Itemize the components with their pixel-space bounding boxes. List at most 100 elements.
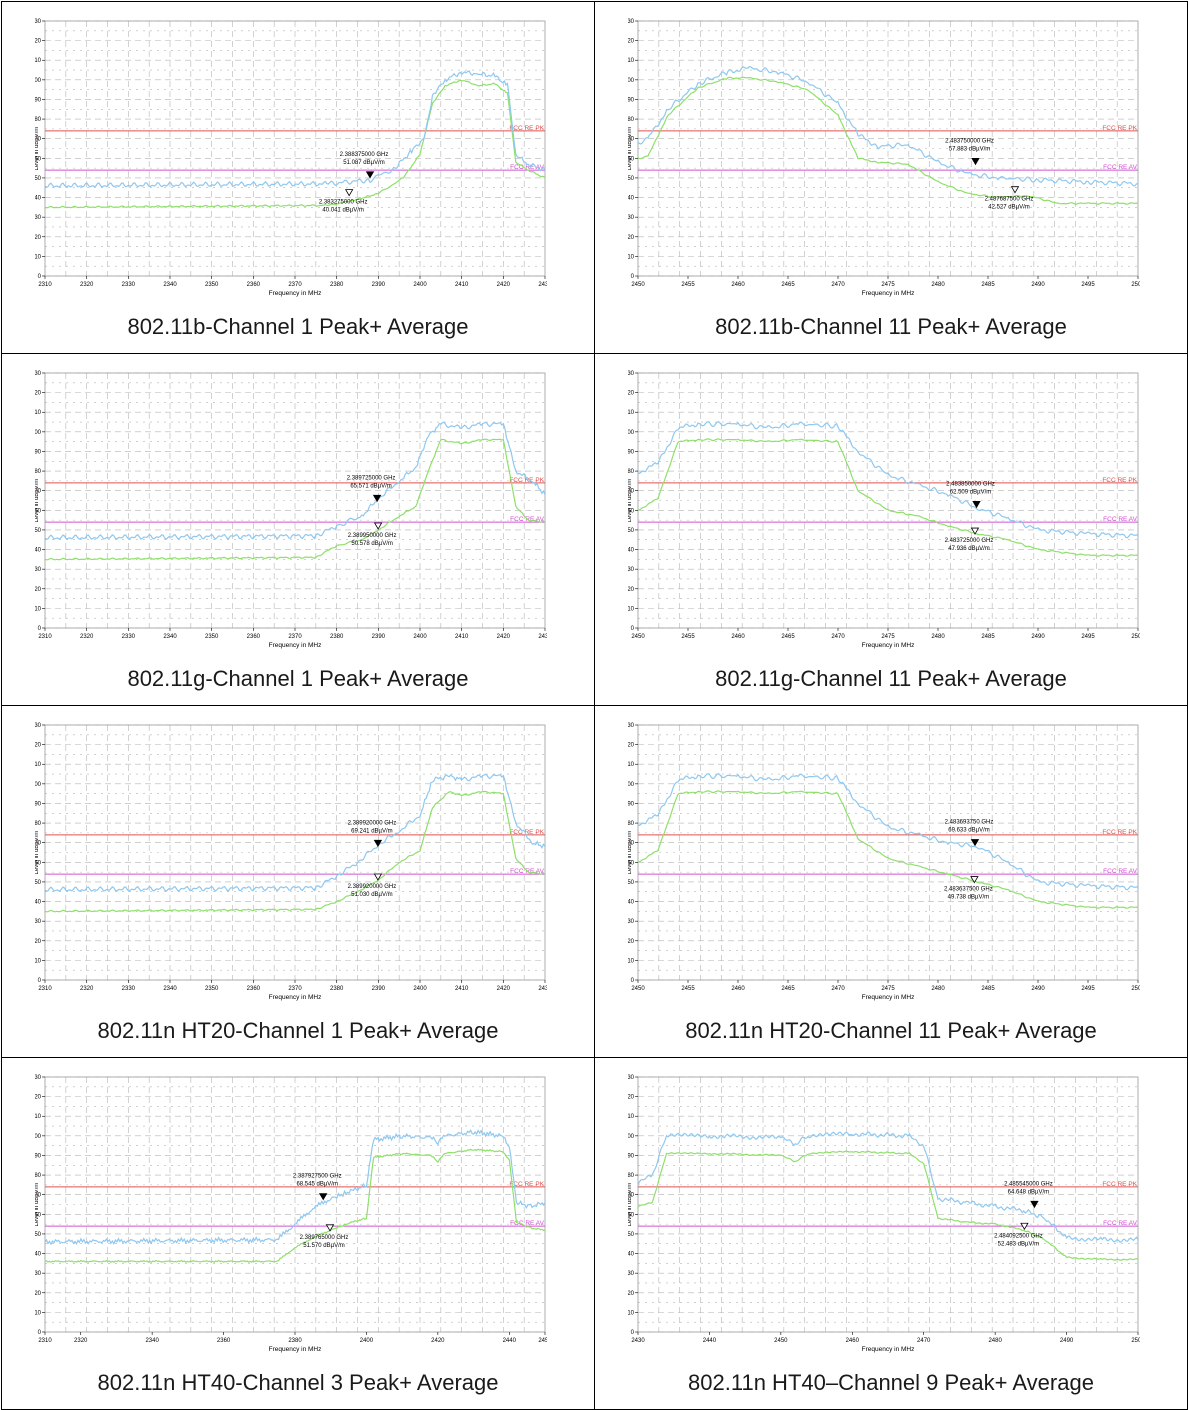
marker-level: 51.087 dBµV/m xyxy=(343,160,384,166)
x-tick-label: 2410 xyxy=(455,282,469,288)
x-tick-label: 2455 xyxy=(681,986,695,992)
x-tick-label: 2320 xyxy=(80,634,94,640)
y-tick-label: 60 xyxy=(628,156,635,162)
peak-marker xyxy=(373,839,383,848)
x-tick-label: 2370 xyxy=(288,634,302,640)
y-tick-label: 100 xyxy=(628,1134,635,1140)
x-tick-label: 2400 xyxy=(413,282,427,288)
y-tick-label: 110 xyxy=(35,1114,42,1120)
marker-frequency: 2.484092500 GHz xyxy=(994,1233,1043,1239)
x-tick-label: 2480 xyxy=(988,1338,1002,1344)
x-tick-label: 2340 xyxy=(145,1338,159,1344)
x-tick-label: 2495 xyxy=(1081,634,1095,640)
y-tick-label: 60 xyxy=(628,1212,635,1218)
peak-trace xyxy=(44,1129,546,1246)
y-tick-label: 110 xyxy=(35,410,42,416)
peak-trace xyxy=(44,773,546,892)
marker-level: 69.241 dBµV/m xyxy=(351,828,392,834)
y-tick-label: 20 xyxy=(628,235,635,241)
chart-caption: 802.11n HT20-Channel 1 Peak+ Average xyxy=(97,1018,499,1043)
peak-trace xyxy=(637,421,1139,539)
y-axis-label: Level in dBµV/m xyxy=(35,127,40,171)
average-trace xyxy=(44,1148,546,1263)
x-tick-label: 2440 xyxy=(503,1338,517,1344)
y-tick-label: 90 xyxy=(628,97,635,103)
y-tick-label: 110 xyxy=(628,1114,635,1120)
chart-cell: 0 10 20 30 40 50 60 70 80 90 100 110 120 130 2450 2455 2… xyxy=(594,353,1188,706)
spectrum-chart: 0 10 20 30 40 50 60 70 80 90 100 110 120 130 2430 2440 2… xyxy=(628,1075,1140,1353)
y-tick-label: 80 xyxy=(35,117,42,123)
y-tick-label: 120 xyxy=(628,391,635,397)
marker-frequency: 2.389920000 GHz xyxy=(348,820,397,826)
x-tick-label: 2495 xyxy=(1081,986,1095,992)
x-tick-label: 2455 xyxy=(681,282,695,288)
y-tick-label: 30 xyxy=(35,919,42,925)
peak-marker xyxy=(970,839,980,847)
pk-limit-label: FCC RE PK xyxy=(509,125,544,132)
y-axis-label: Level in dBµV/m xyxy=(628,1183,633,1227)
y-tick-label: 80 xyxy=(35,469,42,475)
y-tick-label: 130 xyxy=(35,371,42,377)
grid-lines xyxy=(638,1076,1138,1333)
y-tick-label: 20 xyxy=(628,1291,635,1297)
peak-marker xyxy=(971,158,980,166)
av-limit-label: FCC RE AV xyxy=(510,1220,544,1227)
x-tick-label: 2400 xyxy=(413,634,427,640)
chart-cell: 0 10 20 30 40 50 60 70 80 90 100 110 120 130 2450 2455 2… xyxy=(594,1,1188,354)
x-tick-label: 2310 xyxy=(38,634,52,640)
x-tick-label: 2430 xyxy=(538,986,547,992)
chart-caption: 802.11n HT20-Channel 11 Peak+ Average xyxy=(685,1018,1097,1043)
spectrum-chart: 0 10 20 30 40 50 60 70 80 90 100 110 120 130 2450 2455 2… xyxy=(628,371,1140,649)
y-axis-label: Level in dBµV/m xyxy=(35,831,40,875)
y-tick-label: 110 xyxy=(628,410,635,416)
x-tick-label: 2390 xyxy=(372,986,386,992)
average-marker xyxy=(344,189,354,197)
x-tick-label: 2330 xyxy=(122,634,136,640)
pk-limit-label: FCC RE PK xyxy=(1102,829,1137,836)
spectrum-chart: 0 10 20 30 40 50 60 70 80 90 100 110 120 130 2310 2320 2… xyxy=(35,371,547,649)
x-tick-label: 2455 xyxy=(681,634,695,640)
y-tick-label: 100 xyxy=(628,78,635,84)
x-axis-label: Frequency in MHz xyxy=(269,290,322,297)
y-tick-label: 0 xyxy=(38,1330,42,1336)
y-tick-label: 40 xyxy=(35,548,42,554)
marker-level: 62.509 dBµV/m xyxy=(950,489,991,495)
marker-level: 47.936 dBµV/m xyxy=(948,546,989,552)
chart-caption: 802.11g-Channel 1 Peak+ Average xyxy=(127,666,469,691)
y-tick-label: 130 xyxy=(35,723,42,729)
x-tick-label: 2320 xyxy=(74,1338,88,1344)
x-tick-label: 2485 xyxy=(981,634,995,640)
y-tick-label: 70 xyxy=(628,137,635,143)
peak-trace xyxy=(44,70,546,188)
y-tick-label: 100 xyxy=(35,782,42,788)
y-tick-label: 10 xyxy=(628,254,635,260)
x-tick-label: 2450 xyxy=(631,634,645,640)
x-tick-label: 2320 xyxy=(80,282,94,288)
plot-frame xyxy=(637,724,1139,981)
y-tick-label: 30 xyxy=(628,919,635,925)
y-axis-label: Level in dBµV/m xyxy=(628,479,633,523)
x-tick-label: 2380 xyxy=(330,282,344,288)
y-tick-label: 70 xyxy=(35,137,42,143)
x-tick-label: 2390 xyxy=(372,282,386,288)
y-tick-label: 70 xyxy=(35,1193,42,1199)
y-tick-label: 10 xyxy=(35,1310,42,1316)
y-tick-label: 10 xyxy=(628,606,635,612)
x-axis-label: Frequency in MHz xyxy=(862,642,915,649)
x-tick-label: 2475 xyxy=(881,986,895,992)
x-tick-label: 2470 xyxy=(831,282,845,288)
x-tick-label: 2490 xyxy=(1060,1338,1074,1344)
y-axis-label: Level in dBµV/m xyxy=(628,127,633,171)
x-axis-label: Frequency in MHz xyxy=(862,290,915,297)
x-tick-label: 2450 xyxy=(631,282,645,288)
y-tick-label: 0 xyxy=(38,626,42,632)
y-tick-label: 20 xyxy=(628,939,635,945)
y-tick-label: 40 xyxy=(35,1252,42,1258)
y-tick-label: 60 xyxy=(35,1212,42,1218)
chart-caption: 802.11b-Channel 11 Peak+ Average xyxy=(715,314,1067,339)
y-tick-label: 100 xyxy=(628,430,635,436)
pk-limit-label: FCC RE PK xyxy=(1102,1181,1137,1188)
chart-caption: 802.11n HT40–Channel 9 Peak+ Average xyxy=(688,1370,1094,1395)
y-tick-label: 50 xyxy=(35,528,42,534)
